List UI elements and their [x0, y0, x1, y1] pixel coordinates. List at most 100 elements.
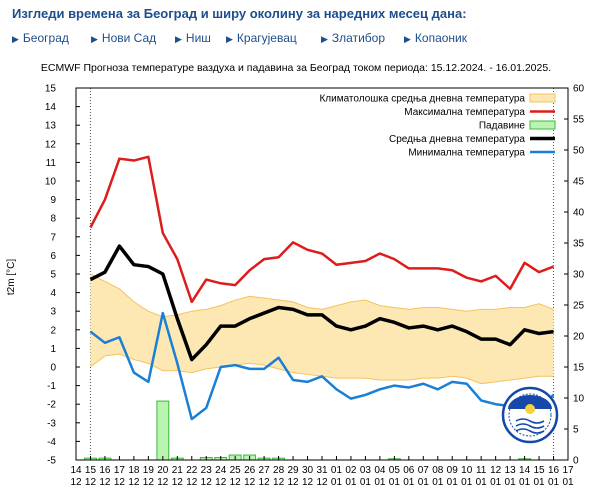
y-tick-label: 9	[50, 195, 56, 206]
city-link-label: Београд	[22, 31, 69, 45]
y2-tick-label: 20	[573, 332, 585, 343]
y-tick-label: 10	[45, 177, 57, 188]
max-temperature-line	[89, 155, 554, 304]
logo-wave	[515, 428, 545, 434]
x-tick-month-label: 01	[461, 477, 473, 488]
x-tick-month-label: 01	[505, 477, 517, 488]
x-tick-day-label: 05	[389, 465, 401, 476]
x-tick-month-label: 12	[157, 477, 169, 488]
x-tick-day-label: 02	[345, 465, 357, 476]
city-link-label: Ниш	[185, 31, 211, 45]
city-link-kragujevac[interactable]: ▶ Крагујевац	[226, 31, 297, 45]
x-tick-day-label: 03	[360, 465, 372, 476]
y2-tick-label: 5	[573, 425, 579, 436]
x-tick-day-label: 31	[316, 465, 328, 476]
x-tick-day-label: 16	[548, 465, 560, 476]
y-tick-label: 8	[50, 214, 56, 225]
x-tick-month-label: 01	[447, 477, 459, 488]
y-tick-label: 4	[50, 288, 56, 299]
x-tick-month-label: 12	[302, 477, 314, 488]
x-tick-month-label: 12	[273, 477, 285, 488]
x-tick-day-label: 04	[374, 465, 386, 476]
y-tick-label: 5	[50, 270, 56, 281]
y2-tick-label: 15	[573, 363, 585, 374]
x-tick-month-label: 12	[99, 477, 111, 488]
city-link-nis[interactable]: ▶ Ниш	[175, 31, 211, 45]
x-tick-day-label: 08	[432, 465, 444, 476]
x-tick-month-label: 12	[143, 477, 155, 488]
city-link-beograd[interactable]: ▶ Београд	[12, 31, 69, 45]
y-tick-label: -1	[47, 381, 56, 392]
x-tick-month-label: 01	[476, 477, 488, 488]
x-tick-day-label: 14	[519, 465, 531, 476]
x-tick-day-label: 06	[403, 465, 415, 476]
forecast-chart: ECMWF Прогноза температуре ваздуха и пад…	[6, 62, 585, 488]
x-tick-day-label: 26	[244, 465, 256, 476]
city-link-zlatibor[interactable]: ▶ Златибор	[321, 31, 385, 45]
x-tick-day-label: 11	[476, 465, 487, 476]
x-tick-day-label: 17	[562, 465, 574, 476]
x-tick-day-label: 23	[201, 465, 213, 476]
x-tick-day-label: 22	[186, 465, 198, 476]
y2-tick-label: 35	[573, 239, 585, 250]
x-tick-day-label: 07	[418, 465, 430, 476]
x-tick-month-label: 01	[418, 477, 430, 488]
x-tick-month-label: 12	[244, 477, 256, 488]
x-tick-month-label: 01	[374, 477, 386, 488]
x-tick-month-label: 01	[331, 477, 343, 488]
city-link-label: Златибор	[331, 31, 386, 45]
logo-inner-ring	[508, 393, 552, 437]
y2-tick-label: 60	[573, 84, 585, 95]
triangle-right-icon: ▶	[91, 34, 98, 44]
legend-entry-label: Падавине	[479, 121, 526, 132]
x-tick-day-label: 20	[157, 465, 169, 476]
triangle-right-icon: ▶	[321, 34, 328, 44]
y2-tick-label: 50	[573, 146, 585, 157]
x-tick-month-label: 12	[186, 477, 198, 488]
y-tick-label: -2	[47, 400, 56, 411]
chart-title: ECMWF Прогноза температуре ваздуха и пад…	[41, 62, 551, 74]
x-tick-day-label: 10	[461, 465, 473, 476]
mean-temperature-line	[89, 244, 554, 362]
x-tick-month-label: 12	[85, 477, 97, 488]
x-tick-month-label: 12	[215, 477, 227, 488]
y-axis-label: t2m [°C]	[6, 259, 17, 295]
x-tick-day-label: 28	[273, 465, 285, 476]
y-tick-label: 12	[45, 139, 57, 150]
logo-sun	[525, 404, 535, 414]
x-tick-day-label: 12	[490, 465, 502, 476]
y2-tick-label: 25	[573, 301, 585, 312]
legend-swatch-precipitation	[529, 120, 556, 130]
y2-tick-label: 10	[573, 394, 585, 405]
x-tick-day-label: 01	[331, 465, 343, 476]
x-tick-month-label: 01	[389, 477, 401, 488]
y-tick-label: -5	[47, 456, 56, 467]
x-tick-month-label: 01	[432, 477, 444, 488]
x-tick-day-label: 27	[259, 465, 271, 476]
x-tick-month-label: 01	[562, 477, 574, 488]
x-tick-month-label: 01	[403, 477, 415, 488]
x-tick-day-label: 15	[85, 465, 97, 476]
x-tick-day-label: 15	[533, 465, 545, 476]
legend-entry-label: Климатолошка средња дневна температура	[319, 94, 525, 105]
y-tick-label: 15	[45, 84, 57, 95]
page-title: Изгледи времена за Београд и ширу околин…	[12, 6, 467, 21]
x-tick-month-label: 12	[172, 477, 184, 488]
y-tick-label: 14	[45, 102, 57, 113]
y-tick-label: 0	[50, 363, 56, 374]
legend-entry-label: Максимална температура	[404, 107, 525, 118]
city-link-kopaonik[interactable]: ▶ Копаоник	[404, 31, 467, 45]
x-tick-day-label: 16	[99, 465, 111, 476]
x-tick-day-label: 14	[70, 465, 82, 476]
city-link-novi-sad[interactable]: ▶ Нови Сад	[91, 31, 156, 45]
x-tick-day-label: 21	[172, 465, 184, 476]
x-tick-month-label: 01	[490, 477, 502, 488]
triangle-right-icon: ▶	[175, 34, 182, 44]
x-tick-month-label: 01	[345, 477, 357, 488]
y-tick-label: 1	[50, 344, 56, 355]
x-tick-day-label: 19	[143, 465, 155, 476]
x-tick-month-label: 12	[201, 477, 213, 488]
x-tick-month-label: 12	[70, 477, 82, 488]
x-tick-month-label: 01	[548, 477, 560, 488]
y2-tick-label: 45	[573, 177, 585, 188]
